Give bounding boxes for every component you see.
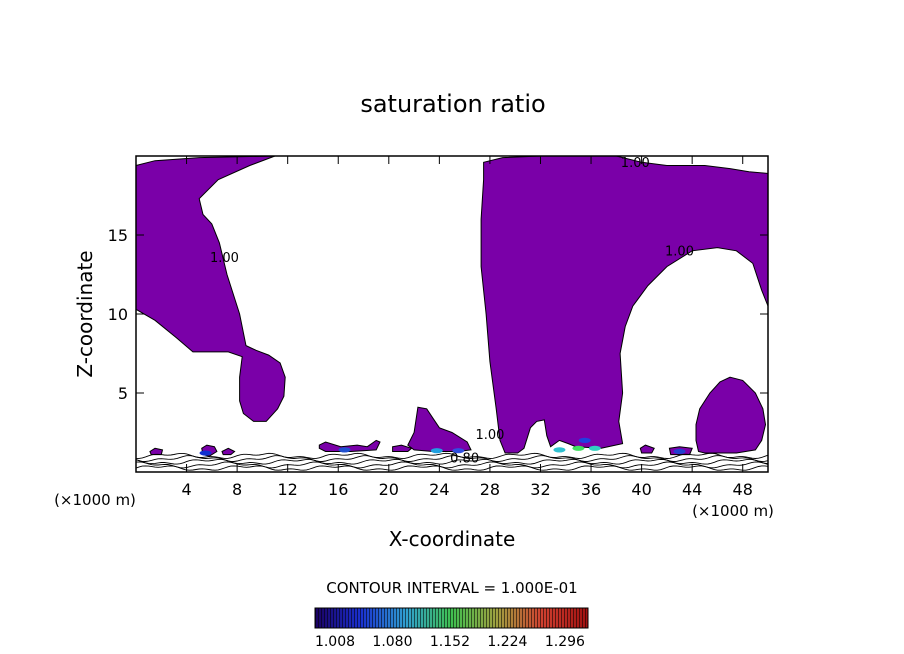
colorbar-tick-labels: 1.008 1.080 1.152 1.224 1.296 <box>315 634 585 650</box>
y-tick-label: 10 <box>108 305 128 324</box>
colorbar-tick-label: 1.152 <box>430 634 470 650</box>
colorbar-tick-label: 1.224 <box>487 634 527 650</box>
high-value-patch <box>588 445 601 451</box>
high-value-patch <box>199 450 212 456</box>
contour-label: 0.80 <box>450 452 479 467</box>
saturated-region <box>695 376 767 454</box>
x-tick-label: 16 <box>328 480 348 499</box>
saturated-region <box>392 444 413 452</box>
contour-label: 1.00 <box>665 245 694 260</box>
x-tick-label: 28 <box>480 480 500 499</box>
colorbar: 1.008 1.080 1.152 1.224 1.296 <box>314 607 589 650</box>
y-tick-label: 5 <box>118 384 128 403</box>
x-tick-label: 8 <box>232 480 242 499</box>
surface-contour-line <box>135 458 769 465</box>
contour-interval-label: CONTOUR INTERVAL = 1.000E-01 <box>326 579 577 597</box>
x-tick-label: 40 <box>631 480 651 499</box>
high-value-patches <box>199 437 686 456</box>
high-value-patch <box>338 447 351 453</box>
x-unit-right: (×1000 m) <box>692 502 774 520</box>
high-value-patch <box>452 448 465 454</box>
colorbar-tick-label: 1.080 <box>372 634 412 650</box>
colorbar-tick-label: 1.008 <box>315 634 355 650</box>
surface-contours <box>135 452 769 471</box>
saturated-region <box>135 155 286 422</box>
chart-title: saturation ratio <box>360 90 545 118</box>
x-tick-label: 12 <box>278 480 298 499</box>
surface-contour-line <box>135 461 769 469</box>
saturated-region <box>149 447 164 456</box>
colorbar-tick-label: 1.296 <box>545 634 585 650</box>
high-value-patch <box>553 447 566 453</box>
surface-contour-line <box>135 465 769 471</box>
x-tick-label: 48 <box>733 480 753 499</box>
y-tick-label: 15 <box>108 226 128 245</box>
x-tick-label: 44 <box>682 480 702 499</box>
saturated-region <box>318 439 381 452</box>
x-tick-label: 4 <box>181 480 191 499</box>
saturated-regions <box>135 155 769 457</box>
high-value-patch <box>430 448 443 454</box>
saturated-region <box>407 406 472 452</box>
x-tick-label: 32 <box>530 480 550 499</box>
x-axis-label: X-coordinate <box>389 527 516 551</box>
high-value-patch <box>578 437 591 443</box>
colorbar-frame <box>314 607 589 629</box>
x-unit-left: (×1000 m) <box>54 491 136 509</box>
plot-area: 1.001.001.001.000.80 4 8 12 16 20 24 28 32 36 40 4… <box>108 155 769 499</box>
saturated-region <box>480 155 769 454</box>
high-value-patch <box>572 445 585 451</box>
x-tick-label: 24 <box>429 480 449 499</box>
contour-label: 1.00 <box>210 251 239 266</box>
contour-labels: 1.00 1.00 1.00 1.00 0.80 <box>210 156 694 466</box>
surface-contour-line <box>135 455 769 462</box>
saturated-region <box>639 444 655 454</box>
colorbar-stripes <box>315 608 588 628</box>
y-axis-label: Z-coordinate <box>73 250 97 377</box>
contour-label: 1.00 <box>621 156 650 171</box>
contour-label: 1.00 <box>475 428 504 443</box>
high-value-patch <box>673 448 686 455</box>
x-tick-label: 20 <box>379 480 399 499</box>
surface-contour-line <box>136 452 769 459</box>
saturated-region <box>221 447 236 456</box>
x-tick-label: 36 <box>581 480 601 499</box>
